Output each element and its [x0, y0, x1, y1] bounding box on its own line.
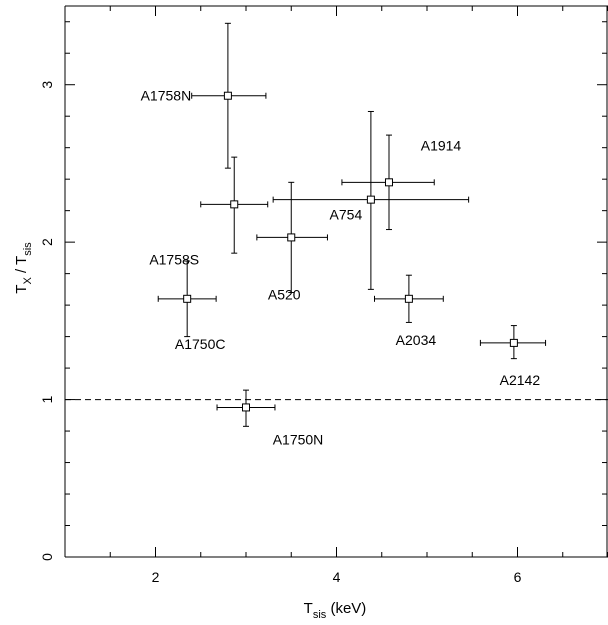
- point-marker: [384, 178, 393, 187]
- y-axis-title: TX / Tsis: [13, 242, 34, 294]
- data-point-a2142: [479, 325, 547, 360]
- point-label-a520: A520: [268, 286, 301, 302]
- point-label-a1758n: A1758N: [141, 88, 192, 104]
- point-label-a754: A754: [330, 207, 363, 223]
- y-tick-label: 2: [39, 238, 55, 246]
- data-point-a1758n: [191, 22, 267, 169]
- data-points: [157, 22, 547, 427]
- data-point-a520: [256, 181, 328, 294]
- y-tick-label: 3: [39, 81, 55, 89]
- point-label-a2034: A2034: [396, 332, 437, 348]
- point-marker: [366, 195, 375, 204]
- point-labels: A1758N A1758S A1750C A1750N A520 A754 A1914 A20…: [141, 88, 541, 448]
- data-point-a1750c: [157, 260, 217, 338]
- x-tick-label: 2: [152, 569, 160, 585]
- x-axis-title-subscript: sis: [313, 609, 327, 621]
- x-axis-title-main: T: [304, 600, 313, 617]
- point-marker: [509, 338, 518, 347]
- data-point-a2034: [374, 274, 444, 323]
- y-tick-label: 0: [39, 553, 55, 561]
- point-label-a2142: A2142: [500, 372, 541, 388]
- x-axis-title: Tsis (keV): [304, 600, 367, 621]
- point-marker: [230, 200, 239, 209]
- y-axis-title-subscript-2: sis: [22, 242, 34, 256]
- point-label-a1750n: A1750N: [273, 431, 324, 447]
- data-point-a1914: [341, 134, 435, 231]
- point-marker: [223, 91, 232, 100]
- point-marker: [287, 233, 296, 242]
- point-label-a1914: A1914: [421, 137, 462, 153]
- y-axis-title-subscript: X: [22, 277, 34, 285]
- x-tick-label: 4: [333, 569, 341, 585]
- point-label-a1750c: A1750C: [175, 336, 226, 352]
- x-tick-label: 6: [514, 569, 522, 585]
- point-marker: [183, 294, 192, 303]
- point-marker: [404, 294, 413, 303]
- y-axis-title-divider: / T: [13, 256, 30, 277]
- data-point-a754: [272, 110, 470, 290]
- data-point-a1750n: [216, 389, 276, 427]
- data-point-a1758s: [200, 156, 269, 254]
- y-axis-title-main: T: [13, 285, 30, 294]
- point-marker: [242, 403, 250, 412]
- point-label-a1758s: A1758S: [149, 251, 199, 267]
- x-axis-title-unit: (keV): [326, 600, 366, 617]
- y-tick-label: 1: [39, 395, 55, 403]
- axis-ticks: 2 4 6 0 1 2 3: [39, 6, 608, 585]
